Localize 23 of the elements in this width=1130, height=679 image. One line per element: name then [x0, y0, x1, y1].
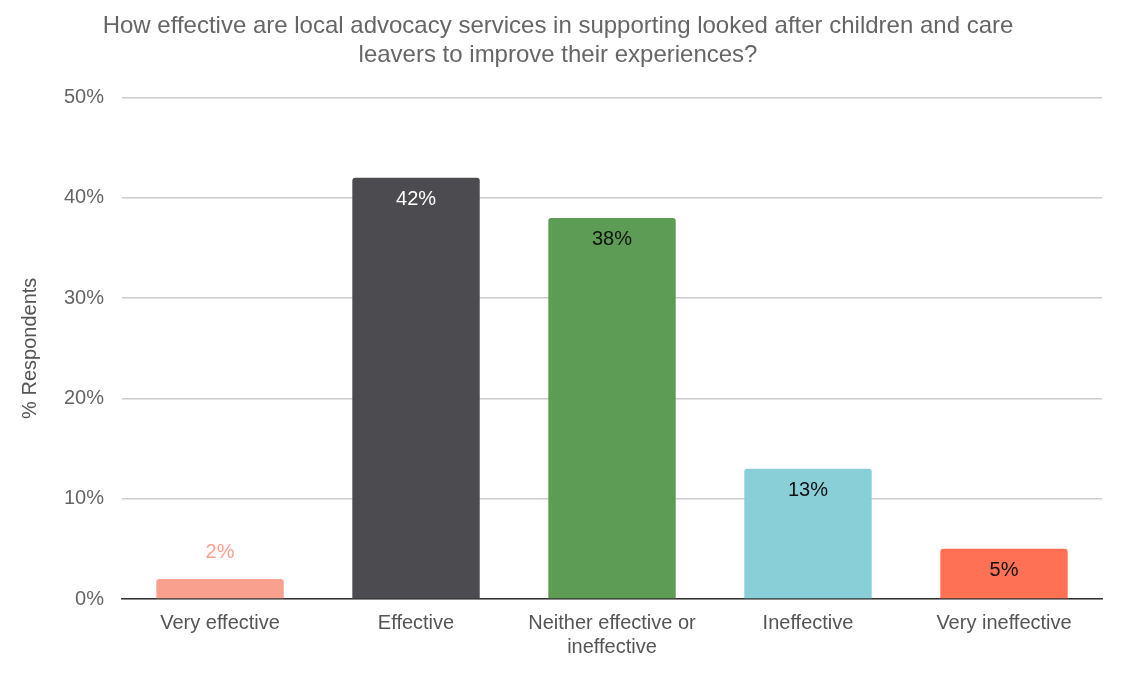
- data-label: 2%: [205, 540, 235, 563]
- y-tick-label: 40%: [64, 185, 105, 208]
- x-tick-label: Ineffective: [762, 610, 854, 633]
- bar: [744, 468, 872, 599]
- data-label: 38%: [592, 227, 633, 250]
- x-tick-label: Very effective: [160, 610, 280, 633]
- x-tick-label: Very ineffective: [936, 610, 1072, 633]
- data-label: 5%: [989, 558, 1019, 581]
- x-tick-label: Neither effective or ineffective: [528, 610, 697, 657]
- y-axis-title: % Respondents: [17, 277, 40, 419]
- bar: [352, 177, 480, 599]
- y-tick-label: 10%: [64, 486, 105, 509]
- y-tick-label: 20%: [64, 385, 105, 408]
- bar: [156, 578, 284, 599]
- data-label: 13%: [787, 478, 829, 501]
- bar: [548, 217, 676, 599]
- data-label: 42%: [396, 187, 437, 210]
- bar: [940, 548, 1068, 599]
- chart-title: How effective are local advocacy services in supporting looked after children and care leavers to improve their experiences?: [102, 11, 1014, 67]
- x-tick-label: Effective: [377, 610, 455, 633]
- y-tick-label: 0%: [75, 586, 105, 609]
- y-tick-label: 50%: [64, 85, 105, 108]
- y-tick-label: 30%: [64, 285, 105, 308]
